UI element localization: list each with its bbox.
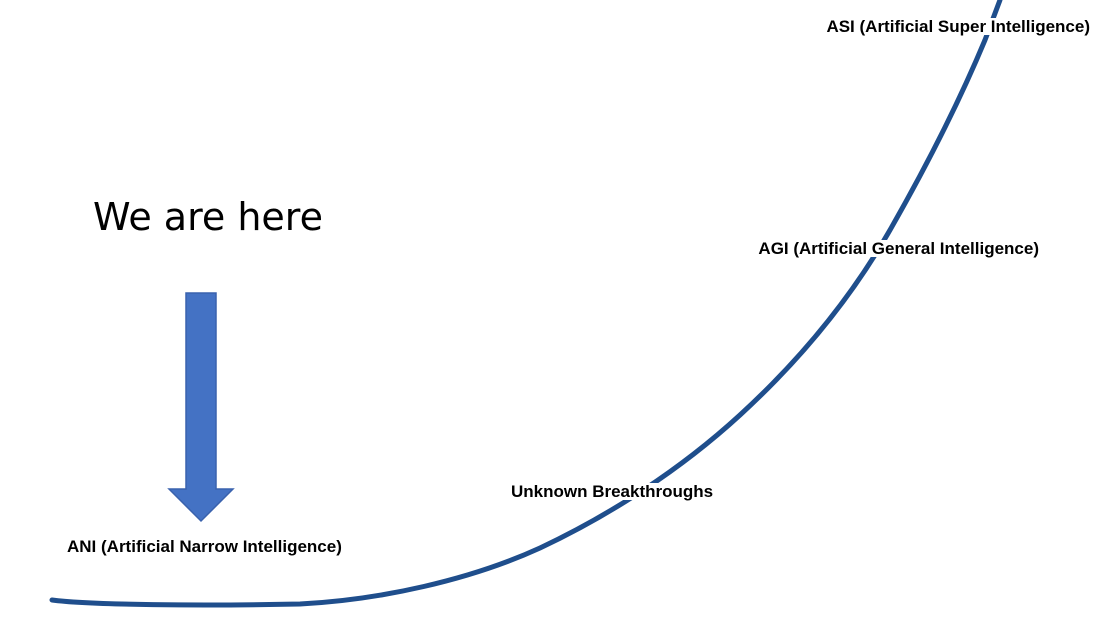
stage-label-agi: AGI (Artificial General Intelligence) bbox=[758, 239, 1039, 258]
stage-label-asi: ASI (Artificial Super Intelligence) bbox=[826, 17, 1090, 36]
stage-label-ani: ANI (Artificial Narrow Intelligence) bbox=[67, 537, 342, 556]
stage-label-unknown-breakthroughs: Unknown Breakthroughs bbox=[511, 482, 714, 501]
down-arrow-icon bbox=[167, 292, 235, 523]
we-are-here-headline: We are here bbox=[93, 195, 323, 239]
